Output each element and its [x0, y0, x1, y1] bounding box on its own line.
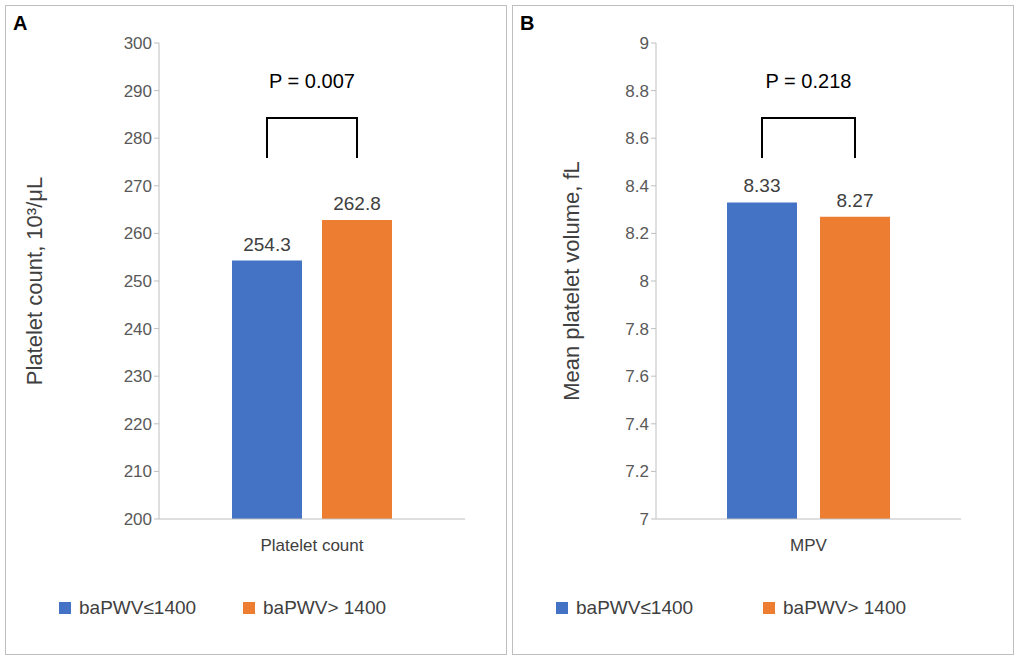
- svg-text:8.27: 8.27: [837, 190, 874, 211]
- svg-text:7.6: 7.6: [625, 367, 649, 386]
- svg-text:8: 8: [640, 272, 649, 291]
- svg-text:8.6: 8.6: [625, 129, 649, 148]
- svg-text:8.8: 8.8: [625, 82, 649, 101]
- svg-text:MPV: MPV: [790, 536, 828, 555]
- svg-text:254.3: 254.3: [243, 234, 291, 255]
- svg-text:262.8: 262.8: [333, 193, 381, 214]
- svg-text:270: 270: [124, 177, 152, 196]
- svg-text:P = 0.218: P = 0.218: [766, 70, 852, 92]
- svg-text:baPWV> 1400: baPWV> 1400: [263, 597, 386, 618]
- svg-text:220: 220: [124, 415, 152, 434]
- svg-text:baPWV≤1400: baPWV≤1400: [79, 597, 196, 618]
- svg-text:Platelet count, 10³/μL: Platelet count, 10³/μL: [22, 177, 47, 385]
- svg-text:baPWV≤1400: baPWV≤1400: [576, 597, 693, 618]
- svg-text:9: 9: [640, 34, 649, 53]
- svg-text:7: 7: [640, 510, 649, 529]
- svg-text:280: 280: [124, 129, 152, 148]
- svg-text:8.4: 8.4: [625, 177, 649, 196]
- svg-text:baPWV> 1400: baPWV> 1400: [783, 597, 906, 618]
- svg-text:300: 300: [124, 34, 152, 53]
- svg-text:200: 200: [124, 510, 152, 529]
- svg-text:8.2: 8.2: [625, 224, 649, 243]
- svg-text:210: 210: [124, 462, 152, 481]
- svg-text:7.4: 7.4: [625, 415, 649, 434]
- svg-text:A: A: [13, 12, 27, 34]
- svg-text:7.2: 7.2: [625, 462, 649, 481]
- svg-text:Platelet count: Platelet count: [260, 536, 363, 555]
- svg-text:290: 290: [124, 82, 152, 101]
- svg-text:240: 240: [124, 320, 152, 339]
- svg-text:260: 260: [124, 224, 152, 243]
- svg-text:P = 0.007: P = 0.007: [269, 70, 355, 92]
- svg-text:250: 250: [124, 272, 152, 291]
- svg-text:7.8: 7.8: [625, 320, 649, 339]
- svg-text:230: 230: [124, 367, 152, 386]
- svg-text:8.33: 8.33: [744, 175, 781, 196]
- svg-text:B: B: [520, 12, 534, 34]
- svg-text:Mean platelet volume, fL: Mean platelet volume, fL: [559, 161, 584, 401]
